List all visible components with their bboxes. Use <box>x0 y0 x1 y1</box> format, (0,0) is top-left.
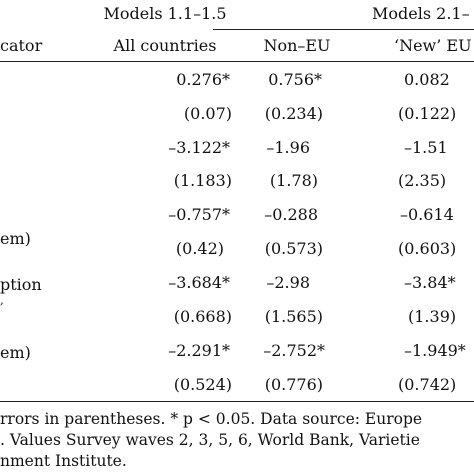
column-header-new-eu: ‘New’ EU <box>394 36 472 55</box>
cell: (0.573) <box>264 239 323 258</box>
cell: (0.603) <box>398 239 457 258</box>
cell: (0.524) <box>173 375 232 394</box>
row-label: em) <box>0 343 31 362</box>
cell: 0.756* <box>268 70 322 89</box>
cell: (1.78) <box>269 171 318 190</box>
table-bottom-rule <box>0 401 474 402</box>
cell: –1.949* <box>404 341 466 360</box>
cell: –2.291* <box>168 341 230 360</box>
indicator-column-header: cator <box>0 36 43 55</box>
header-rule <box>0 61 474 62</box>
cell: (0.234) <box>264 104 323 123</box>
group-header-models-1: Models 1.1–1.5 <box>103 4 227 23</box>
cell: –2.752* <box>263 341 325 360</box>
cell: –1.51 <box>404 138 448 157</box>
cell: –0.288 <box>264 205 318 224</box>
cell: 0.082 <box>404 70 450 89</box>
footnote-line: nment Institute. <box>0 452 127 470</box>
cell: (1.39) <box>408 307 457 326</box>
cell: –3.84* <box>404 273 456 292</box>
cell: –0.614 <box>400 205 454 224</box>
cell: (1.183) <box>173 171 232 190</box>
cell: (0.668) <box>173 307 232 326</box>
cell: –2.98 <box>266 273 310 292</box>
group-header-models-2: Models 2.1– <box>372 4 470 23</box>
cell: (0.42) <box>175 239 224 258</box>
row-label: em) <box>0 229 31 248</box>
group-rule-models-2 <box>213 29 474 30</box>
column-header-non-eu: Non–EU <box>263 36 331 55</box>
cell: (0.776) <box>264 375 323 394</box>
cell: 0.276* <box>176 70 230 89</box>
row-label: ption <box>0 275 42 294</box>
cell: (1.565) <box>264 307 323 326</box>
cell: (0.742) <box>398 375 457 394</box>
cell: (0.122) <box>398 104 457 123</box>
cell: –0.757* <box>168 205 230 224</box>
cell: –3.122* <box>168 138 230 157</box>
row-label-marker: , <box>0 293 4 307</box>
cell: (0.07) <box>183 104 232 123</box>
footnote-line: rrors in parentheses. * p < 0.05. Data s… <box>0 410 423 428</box>
cell: –1.96 <box>266 138 310 157</box>
cell: (2.35) <box>398 171 447 190</box>
cell: –3.684* <box>168 273 230 292</box>
footnote-line: . Values Survey waves 2, 3, 5, 6, World … <box>0 431 420 449</box>
column-header-all-countries: All countries <box>113 36 217 55</box>
